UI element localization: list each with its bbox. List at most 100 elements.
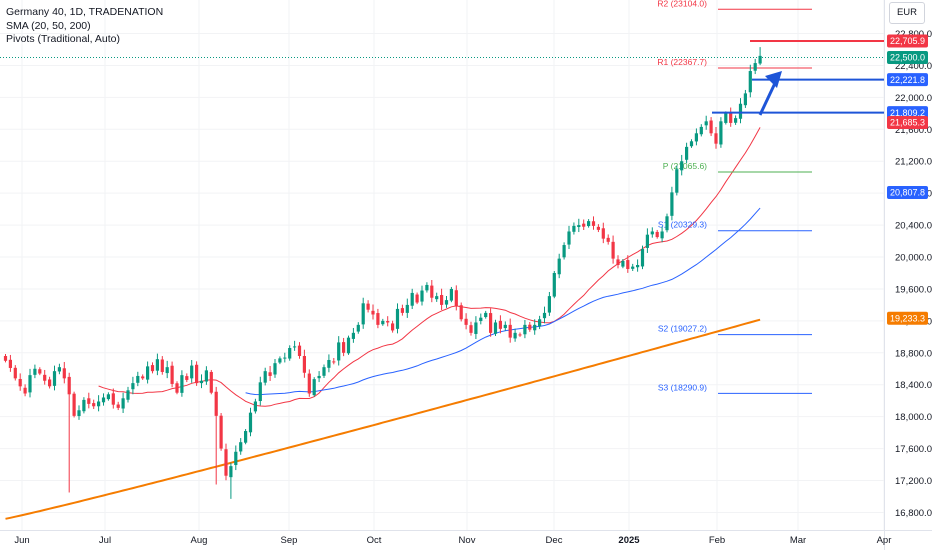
candle-body xyxy=(523,324,527,335)
candle-body xyxy=(136,375,140,383)
candle-body xyxy=(542,312,547,319)
candle-body xyxy=(297,345,302,356)
candle-body xyxy=(533,324,537,331)
pivot-label: R1 (22367.7) xyxy=(657,57,707,67)
candle-body xyxy=(293,346,297,348)
candle-body xyxy=(685,146,689,160)
x-tick-label: Nov xyxy=(459,535,476,546)
candle-body xyxy=(636,265,640,268)
y-tick-label: 18,800.0 xyxy=(895,348,932,359)
candle-body xyxy=(650,231,654,235)
candle-body xyxy=(611,241,615,259)
candle-body xyxy=(106,394,110,400)
sma-indicator-label[interactable]: SMA (20, 50, 200) xyxy=(6,19,91,32)
candle-body xyxy=(371,310,375,315)
candle-body xyxy=(640,249,645,267)
candle-body xyxy=(631,266,635,269)
candle-body xyxy=(616,259,620,265)
candle-body xyxy=(356,324,360,332)
candle-body xyxy=(670,192,674,216)
x-tick-label: 2025 xyxy=(618,535,640,546)
candle-body xyxy=(405,304,409,313)
candle-body xyxy=(596,226,600,230)
candle-body xyxy=(322,367,326,376)
candle-body xyxy=(150,365,155,372)
candle-body xyxy=(62,368,66,379)
candle-body xyxy=(538,319,542,327)
candle-body xyxy=(430,285,434,298)
price-tags: 22,705.9 22,500.0 22,221.8 21,809.221,685.3… xyxy=(887,34,928,325)
candle-body xyxy=(395,308,400,329)
candle-body xyxy=(332,361,336,363)
candle-body xyxy=(219,415,223,449)
candle-body xyxy=(52,371,57,386)
y-tick-label: 17,200.0 xyxy=(895,476,932,487)
currency-button[interactable]: EUR xyxy=(889,2,925,24)
candle-body xyxy=(342,342,346,353)
symbol-title[interactable]: Germany 40, 1D, TRADENATION xyxy=(6,6,164,18)
y-tick-label: 20,000.0 xyxy=(895,253,932,264)
candle-body xyxy=(694,133,698,142)
candle-body xyxy=(498,320,502,329)
candle-body xyxy=(577,225,581,228)
candle-body xyxy=(655,231,659,238)
x-tick-label: Sep xyxy=(281,535,298,546)
candle-body xyxy=(239,442,243,452)
price-tag-label: 22,705.9 xyxy=(890,36,925,46)
candle-body xyxy=(449,288,453,301)
candle-body xyxy=(513,332,517,339)
candle-body xyxy=(72,393,76,416)
candle-body xyxy=(258,382,262,402)
price-tag-label: 21,809.2 xyxy=(890,108,925,118)
candle-body xyxy=(121,398,125,409)
candle-body xyxy=(400,308,404,313)
x-tick-label: Oct xyxy=(367,535,382,546)
pivot-label: S1 (20329.3) xyxy=(658,220,707,230)
arrow-head-icon[interactable] xyxy=(765,71,782,89)
candle-body xyxy=(582,223,586,227)
y-tick-label: 22,000.0 xyxy=(895,93,932,104)
candlesticks xyxy=(3,47,762,499)
candle-body xyxy=(317,375,321,379)
candle-body xyxy=(734,118,738,123)
candle-body xyxy=(591,221,596,226)
price-tag xyxy=(887,186,928,200)
chart-legend: Germany 40, 1D, TRADENATION SMA (20, 50,… xyxy=(6,6,163,47)
candle-body xyxy=(204,370,208,382)
candle-body xyxy=(229,466,233,478)
candle-body xyxy=(283,357,287,359)
candle-body xyxy=(248,412,253,433)
sma-lines xyxy=(5,127,761,520)
candle-body xyxy=(689,141,694,147)
candle-body xyxy=(474,322,478,334)
candle-body xyxy=(376,313,380,325)
candle-body xyxy=(244,431,248,443)
candle-body xyxy=(680,161,684,171)
candle-body xyxy=(97,401,101,407)
drawn-levels[interactable] xyxy=(712,40,884,116)
candle-body xyxy=(185,376,189,380)
candle-body xyxy=(199,380,204,384)
y-tick-label: 20,400.0 xyxy=(895,221,932,232)
time-axis[interactable]: Jun Jul Aug Sep Oct Nov Dec 2025 Feb Mar Apr xyxy=(0,530,932,547)
candle-body xyxy=(288,348,292,359)
pivot-label: S3 (18290.9) xyxy=(658,382,707,392)
candle-body xyxy=(190,365,194,379)
arrow-shaft[interactable] xyxy=(758,80,778,116)
candle-body xyxy=(361,303,365,325)
price-tag xyxy=(887,106,928,120)
sma-200-line xyxy=(5,318,761,520)
pivots-indicator-label[interactable]: Pivots (Traditional, Auto) xyxy=(6,33,120,45)
candle-body xyxy=(160,359,164,372)
candle-body xyxy=(660,231,664,239)
candle-body xyxy=(738,103,743,119)
price-tag-label: 20,807.8 xyxy=(890,188,925,198)
candle-body xyxy=(146,366,150,380)
candle-body xyxy=(67,376,71,395)
candle-body xyxy=(459,305,463,320)
sma-20-line xyxy=(98,127,761,407)
x-tick-label: Aug xyxy=(191,535,208,546)
candle-body xyxy=(748,71,752,93)
candle-body xyxy=(234,451,238,466)
